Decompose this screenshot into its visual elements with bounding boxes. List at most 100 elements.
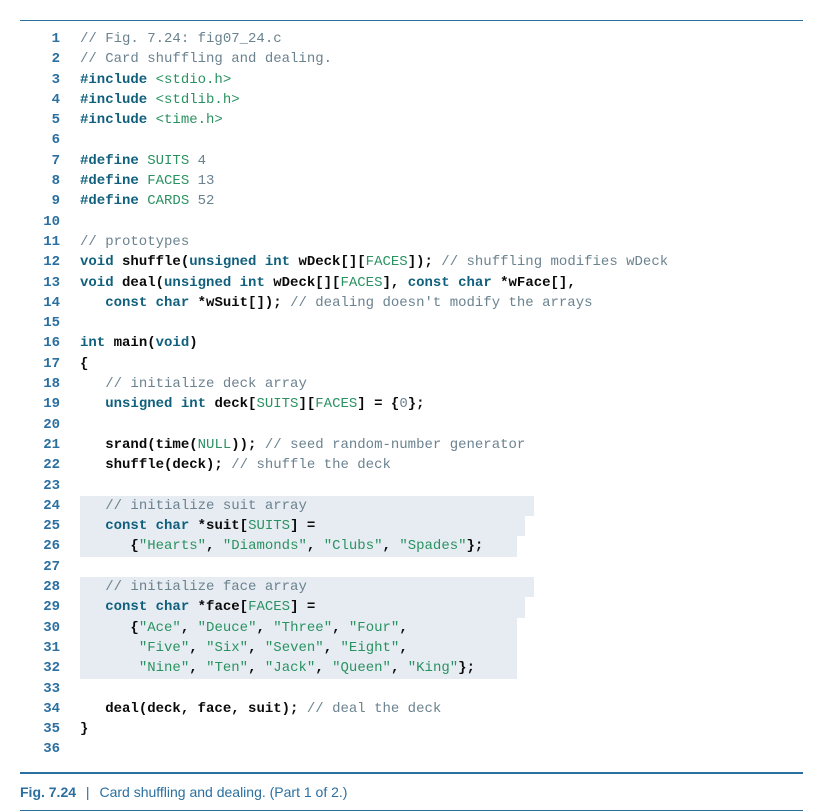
line-number: 30	[20, 618, 80, 638]
code-line: 19 unsigned int deck[SUITS][FACES] = {0}…	[20, 394, 803, 414]
line-number: 32	[20, 658, 80, 678]
code-line: 24 // initialize suit array	[20, 496, 803, 516]
line-number: 31	[20, 638, 80, 658]
figure-caption: Fig. 7.24 | Card shuffling and dealing. …	[20, 772, 803, 811]
code-content: }	[80, 719, 88, 739]
code-line: 28 // initialize face array	[20, 577, 803, 597]
line-number: 17	[20, 354, 80, 374]
code-line: 5#include <time.h>	[20, 110, 803, 130]
line-number: 21	[20, 435, 80, 455]
code-content: void deal(unsigned int wDeck[][FACES], c…	[80, 273, 576, 293]
line-number: 7	[20, 151, 80, 171]
line-number: 27	[20, 557, 80, 577]
code-content	[80, 415, 88, 435]
code-content: "Nine", "Ten", "Jack", "Queen", "King"};	[80, 658, 517, 678]
line-number: 26	[20, 536, 80, 556]
line-number: 33	[20, 679, 80, 699]
code-content	[80, 130, 88, 150]
code-content: // initialize face array	[80, 577, 534, 597]
code-content: int main(void)	[80, 333, 198, 353]
line-number: 5	[20, 110, 80, 130]
code-line: 7#define SUITS 4	[20, 151, 803, 171]
code-line: 16int main(void)	[20, 333, 803, 353]
code-content: srand(time(NULL)); // seed random-number…	[80, 435, 525, 455]
line-number: 9	[20, 191, 80, 211]
code-content: #include <time.h>	[80, 110, 223, 130]
code-content: #include <stdlib.h>	[80, 90, 240, 110]
line-number: 1	[20, 29, 80, 49]
line-number: 15	[20, 313, 80, 333]
code-content	[80, 557, 88, 577]
line-number: 14	[20, 293, 80, 313]
code-line: 32 "Nine", "Ten", "Jack", "Queen", "King…	[20, 658, 803, 678]
code-content: {	[80, 354, 88, 374]
code-content: {"Hearts", "Diamonds", "Clubs", "Spades"…	[80, 536, 517, 556]
line-number: 8	[20, 171, 80, 191]
line-number: 10	[20, 212, 80, 232]
code-line: 36	[20, 739, 803, 759]
line-number: 18	[20, 374, 80, 394]
code-content: #define SUITS 4	[80, 151, 206, 171]
line-number: 29	[20, 597, 80, 617]
code-line: 1// Fig. 7.24: fig07_24.c	[20, 29, 803, 49]
code-content: deal(deck, face, suit); // deal the deck	[80, 699, 441, 719]
code-line: 10	[20, 212, 803, 232]
line-number: 12	[20, 252, 80, 272]
line-number: 6	[20, 130, 80, 150]
code-line: 27	[20, 557, 803, 577]
line-number: 4	[20, 90, 80, 110]
code-line: 8#define FACES 13	[20, 171, 803, 191]
code-content	[80, 739, 88, 759]
code-content: // initialize suit array	[80, 496, 534, 516]
line-number: 11	[20, 232, 80, 252]
code-listing: 1// Fig. 7.24: fig07_24.c2// Card shuffl…	[20, 20, 803, 768]
code-line: 23	[20, 476, 803, 496]
line-number: 34	[20, 699, 80, 719]
figure-label: Fig. 7.24	[20, 784, 76, 800]
line-number: 19	[20, 394, 80, 414]
line-number: 28	[20, 577, 80, 597]
code-line: 9#define CARDS 52	[20, 191, 803, 211]
code-line: 34 deal(deck, face, suit); // deal the d…	[20, 699, 803, 719]
code-content: unsigned int deck[SUITS][FACES] = {0};	[80, 394, 425, 414]
code-content: #define FACES 13	[80, 171, 214, 191]
code-content: // Fig. 7.24: fig07_24.c	[80, 29, 282, 49]
code-line: 26 {"Hearts", "Diamonds", "Clubs", "Spad…	[20, 536, 803, 556]
code-line: 12void shuffle(unsigned int wDeck[][FACE…	[20, 252, 803, 272]
line-number: 24	[20, 496, 80, 516]
code-content: #include <stdio.h>	[80, 70, 231, 90]
line-number: 20	[20, 415, 80, 435]
code-line: 21 srand(time(NULL)); // seed random-num…	[20, 435, 803, 455]
code-line: 35}	[20, 719, 803, 739]
code-line: 17{	[20, 354, 803, 374]
line-number: 23	[20, 476, 80, 496]
code-line: 30 {"Ace", "Deuce", "Three", "Four",	[20, 618, 803, 638]
code-content	[80, 679, 88, 699]
code-line: 15	[20, 313, 803, 333]
code-line: 18 // initialize deck array	[20, 374, 803, 394]
code-line: 20	[20, 415, 803, 435]
line-number: 13	[20, 273, 80, 293]
code-content: void shuffle(unsigned int wDeck[][FACES]…	[80, 252, 668, 272]
code-line: 4#include <stdlib.h>	[20, 90, 803, 110]
line-number: 2	[20, 49, 80, 69]
code-line: 31 "Five", "Six", "Seven", "Eight",	[20, 638, 803, 658]
code-line: 13void deal(unsigned int wDeck[][FACES],…	[20, 273, 803, 293]
line-number: 36	[20, 739, 80, 759]
line-number: 3	[20, 70, 80, 90]
code-line: 33	[20, 679, 803, 699]
caption-description: Card shuffling and dealing. (Part 1 of 2…	[99, 784, 347, 800]
code-content	[80, 313, 88, 333]
code-line: 11// prototypes	[20, 232, 803, 252]
code-line: 29 const char *face[FACES] =	[20, 597, 803, 617]
code-content	[80, 476, 88, 496]
code-line: 3#include <stdio.h>	[20, 70, 803, 90]
code-content: // prototypes	[80, 232, 189, 252]
code-line: 6	[20, 130, 803, 150]
code-content: const char *wSuit[]); // dealing doesn't…	[80, 293, 593, 313]
code-line: 14 const char *wSuit[]); // dealing does…	[20, 293, 803, 313]
code-content: const char *face[FACES] =	[80, 597, 525, 617]
line-number: 22	[20, 455, 80, 475]
code-line: 2// Card shuffling and dealing.	[20, 49, 803, 69]
code-content: // initialize deck array	[80, 374, 307, 394]
